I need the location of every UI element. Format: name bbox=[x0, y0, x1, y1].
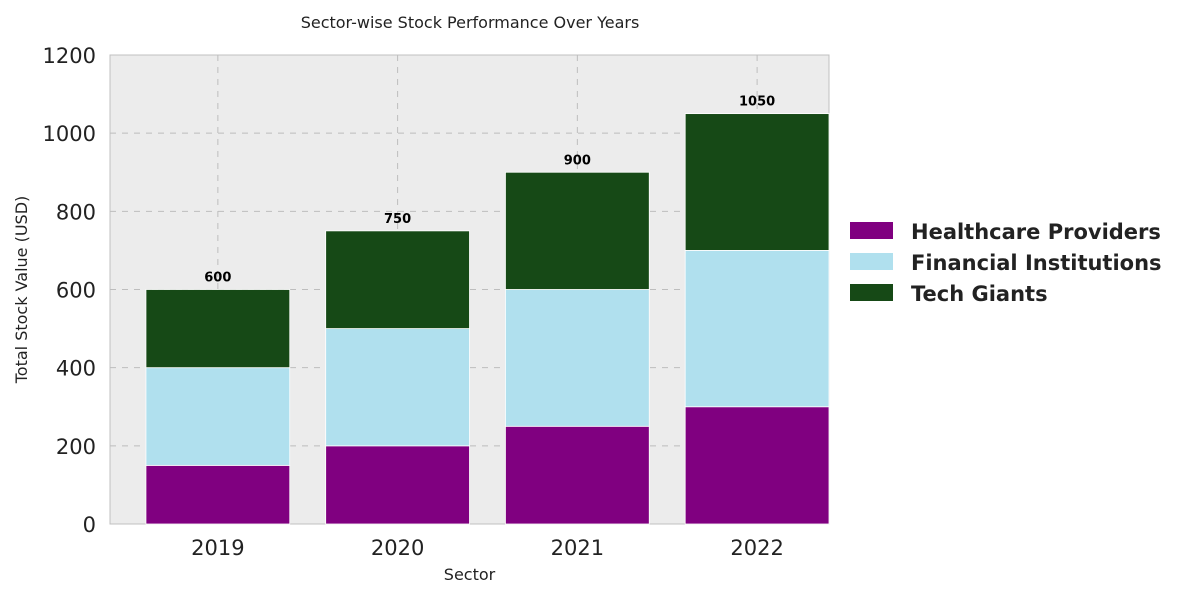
y-tick-label: 1000 bbox=[43, 122, 96, 146]
bar-segment-tech-giants bbox=[684, 113, 830, 251]
x-tick-label: 2019 bbox=[191, 536, 244, 560]
chart-title: Sector-wise Stock Performance Over Years bbox=[301, 13, 640, 32]
bar-segment-financial-institutions bbox=[505, 289, 650, 427]
legend-label: Financial Institutions bbox=[911, 251, 1162, 275]
y-tick-label: 800 bbox=[56, 200, 96, 224]
y-tick-label: 0 bbox=[83, 513, 96, 537]
bar-segment-healthcare-providers bbox=[505, 425, 650, 525]
total-value-label: 600 bbox=[204, 271, 231, 286]
y-axis-label: Total Stock Value (USD) bbox=[12, 196, 31, 385]
x-tick-label: 2021 bbox=[551, 536, 604, 560]
legend: Healthcare Providers Financial Institutio… bbox=[850, 220, 1162, 306]
bar-segment-healthcare-providers bbox=[325, 445, 470, 525]
legend-label: Tech Giants bbox=[911, 282, 1048, 306]
legend-label: Healthcare Providers bbox=[911, 220, 1161, 244]
legend-swatch bbox=[850, 222, 893, 239]
bar-segment-tech-giants bbox=[505, 171, 650, 290]
y-tick-label: 400 bbox=[56, 357, 96, 381]
x-axis-label: Sector bbox=[444, 565, 496, 584]
total-value-label: 1050 bbox=[739, 95, 775, 110]
bar-segment-financial-institutions bbox=[684, 250, 830, 408]
bar-segment-financial-institutions bbox=[145, 367, 291, 466]
bar-segment-tech-giants bbox=[145, 289, 291, 369]
y-tick-label: 1200 bbox=[43, 44, 96, 68]
x-tick-label: 2022 bbox=[730, 536, 783, 560]
bar-segment-healthcare-providers bbox=[145, 464, 291, 525]
total-value-label: 750 bbox=[384, 212, 411, 227]
tick-labels: 0 200 400 600 800 1000 1200 2019 2020 2021 2022 bbox=[43, 44, 784, 560]
x-tick-label: 2020 bbox=[371, 536, 424, 560]
bar-segment-tech-giants bbox=[325, 230, 470, 329]
y-tick-label: 600 bbox=[56, 279, 96, 303]
bars bbox=[145, 113, 830, 525]
total-value-label: 900 bbox=[564, 153, 591, 168]
total-labels: 600 750 900 1050 bbox=[204, 95, 775, 286]
bar-segment-healthcare-providers bbox=[684, 406, 830, 525]
y-tick-label: 200 bbox=[56, 435, 96, 459]
legend-swatch bbox=[850, 284, 893, 301]
bar-segment-financial-institutions bbox=[325, 328, 470, 447]
legend-swatch bbox=[850, 253, 893, 270]
